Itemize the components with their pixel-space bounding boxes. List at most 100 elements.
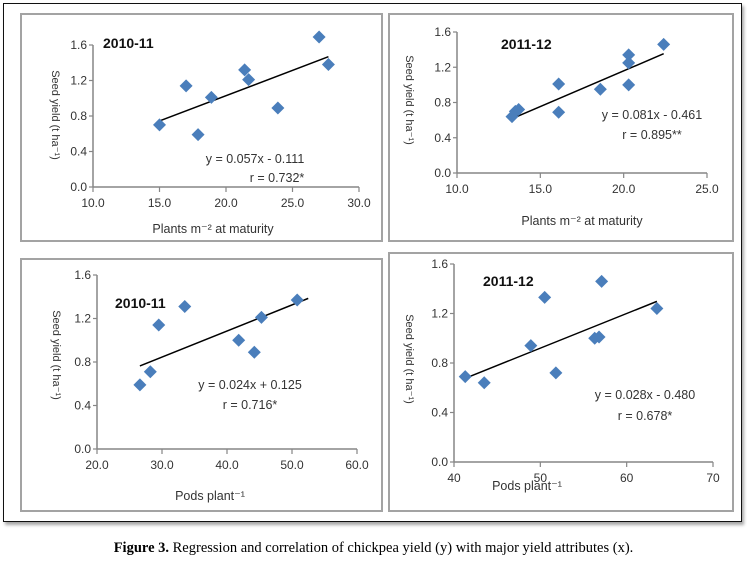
- x-tick-label: 60: [620, 471, 634, 485]
- y-tick-label: 0.0: [74, 442, 91, 456]
- trendline: [464, 300, 658, 379]
- y-axis-label: Seed yield (t ha⁻¹): [49, 70, 61, 160]
- data-point: [622, 56, 636, 70]
- trendline: [511, 53, 664, 120]
- y-tick-label: 0.8: [70, 109, 87, 123]
- regression-equation: y = 0.028x - 0.480: [595, 388, 695, 402]
- data-point: [254, 310, 268, 324]
- y-tick-label: 0.4: [74, 399, 91, 413]
- x-tick-label: 25.0: [281, 196, 305, 210]
- data-point: [593, 82, 607, 96]
- data-point: [271, 101, 285, 115]
- x-tick-label: 20.0: [612, 182, 636, 196]
- x-axis-label: Pods plant⁻¹: [492, 479, 562, 493]
- y-tick-label: 1.6: [74, 268, 91, 282]
- x-tick-label: 50.0: [280, 458, 304, 472]
- y-axis-label: Seed yield (t ha⁻¹): [403, 55, 415, 145]
- x-tick-label: 20.0: [85, 458, 109, 472]
- x-tick-label: 50: [534, 471, 548, 485]
- data-point: [592, 330, 606, 344]
- data-point: [312, 30, 326, 44]
- scatter-chart-svg: 0.0 0.4 0.8 1.2 1.6 20.0 30.0 40.0 50.0 60.0 Pods …: [50, 268, 369, 503]
- data-point: [321, 58, 335, 72]
- x-tick-label: 10.0: [445, 182, 469, 196]
- y-axis-label: Seed yield (t ha⁻¹): [403, 314, 415, 404]
- data-point: [143, 365, 157, 379]
- chart-panel-pods-2010-11: 0.0 0.4 0.8 1.2 1.6 20.0 30.0 40.0 50.0 60.0 Pods …: [20, 258, 383, 512]
- data-point: [153, 118, 166, 132]
- x-tick-label: 40: [447, 471, 461, 485]
- x-tick-label: 40.0: [215, 458, 239, 472]
- data-point: [179, 79, 193, 93]
- y-tick-label: 0.4: [434, 131, 451, 145]
- regression-equation: y = 0.057x - 0.111: [206, 152, 305, 166]
- chart-title: 2011-12: [501, 36, 552, 52]
- x-tick-label: 25.0: [695, 182, 719, 196]
- data-point: [232, 333, 246, 347]
- x-tick-label: 20.0: [214, 196, 238, 210]
- chart-title: 2010-11: [115, 295, 166, 311]
- y-tick-label: 1.2: [70, 74, 87, 88]
- data-point: [247, 345, 261, 359]
- scatter-chart-svg: 0.0 0.4 0.8 1.2 1.6 40 50 60 70 Pods plant⁻¹ Seed …: [403, 257, 720, 493]
- y-tick-label: 0.0: [70, 180, 87, 194]
- chart-panel-plants-2011-12: 0.0 0.4 0.8 1.2 1.6 10.0 15.0 20.0 25.0 Plants m⁻…: [388, 13, 734, 242]
- y-tick-label: 0.4: [431, 406, 448, 420]
- y-tick-label: 0.0: [431, 455, 448, 469]
- data-point: [238, 63, 252, 77]
- x-tick-label: 10.0: [81, 196, 105, 210]
- data-point: [242, 73, 256, 87]
- x-tick-label: 30.0: [150, 458, 174, 472]
- data-point: [552, 77, 566, 91]
- y-tick-label: 1.6: [431, 257, 448, 271]
- scatter-chart-svg: 0.0 0.4 0.8 1.2 1.6 10.0 15.0 20.0 25.0 Plants m⁻…: [403, 25, 719, 228]
- data-point: [622, 48, 636, 62]
- chart-panel-pods-2011-12: 0.0 0.4 0.8 1.2 1.6 40 50 60 70 Pods plant⁻¹ Seed …: [388, 252, 734, 512]
- y-tick-label: 1.2: [74, 312, 91, 326]
- y-axis-label: Seed yield (t ha⁻¹): [50, 310, 62, 400]
- x-tick-label: 15.0: [148, 196, 172, 210]
- y-tick-label: 0.8: [431, 356, 448, 370]
- data-point: [549, 366, 563, 380]
- y-tick-label: 0.0: [434, 166, 451, 180]
- data-point: [524, 339, 538, 353]
- chart-title: 2010-11: [103, 35, 154, 51]
- data-point: [290, 293, 304, 307]
- correlation-label: r = 0.732*: [250, 171, 305, 185]
- y-tick-label: 0.8: [434, 96, 451, 110]
- trendline: [139, 297, 309, 367]
- chart-title: 2011-12: [483, 273, 534, 289]
- x-axis-label: Plants m⁻² at maturity: [521, 214, 643, 228]
- y-tick-label: 0.8: [74, 355, 91, 369]
- regression-equation: y = 0.081x - 0.461: [602, 108, 702, 122]
- correlation-label: r = 0.716*: [223, 398, 278, 412]
- correlation-label: r = 0.678*: [618, 409, 673, 423]
- y-tick-label: 1.2: [431, 307, 448, 321]
- x-axis-label: Plants m⁻² at maturity: [152, 222, 274, 236]
- x-tick-label: 15.0: [529, 182, 553, 196]
- x-tick-label: 60.0: [345, 458, 369, 472]
- figure-caption: Figure 3. Regression and correlation of …: [0, 540, 747, 557]
- data-point: [191, 128, 205, 142]
- data-point: [595, 274, 609, 288]
- x-tick-label: 30.0: [347, 196, 371, 210]
- x-axis-label: Pods plant⁻¹: [175, 489, 245, 503]
- x-tick-label: 70: [706, 471, 720, 485]
- data-point: [152, 318, 166, 332]
- y-tick-label: 1.6: [70, 38, 87, 52]
- scatter-chart-svg: 0.0 0.4 0.8 1.2 1.6 10.0 15.0 20.0 25.0 30.0 Plant…: [49, 30, 371, 236]
- y-tick-label: 1.6: [434, 25, 451, 39]
- data-point: [657, 37, 671, 51]
- y-tick-label: 0.4: [70, 145, 87, 159]
- data-point: [178, 300, 192, 314]
- y-tick-label: 1.2: [434, 60, 451, 74]
- data-point: [538, 290, 552, 304]
- chart-panel-plants-2010-11: 0.0 0.4 0.8 1.2 1.6 10.0 15.0 20.0 25.0 30.0 Plant…: [20, 13, 383, 242]
- data-point: [204, 90, 218, 104]
- data-point: [133, 378, 147, 392]
- data-point: [512, 103, 526, 117]
- data-point: [458, 370, 472, 384]
- correlation-label: r = 0.895**: [622, 128, 682, 142]
- caption-label: Figure 3.: [113, 540, 170, 556]
- data-point: [552, 105, 566, 119]
